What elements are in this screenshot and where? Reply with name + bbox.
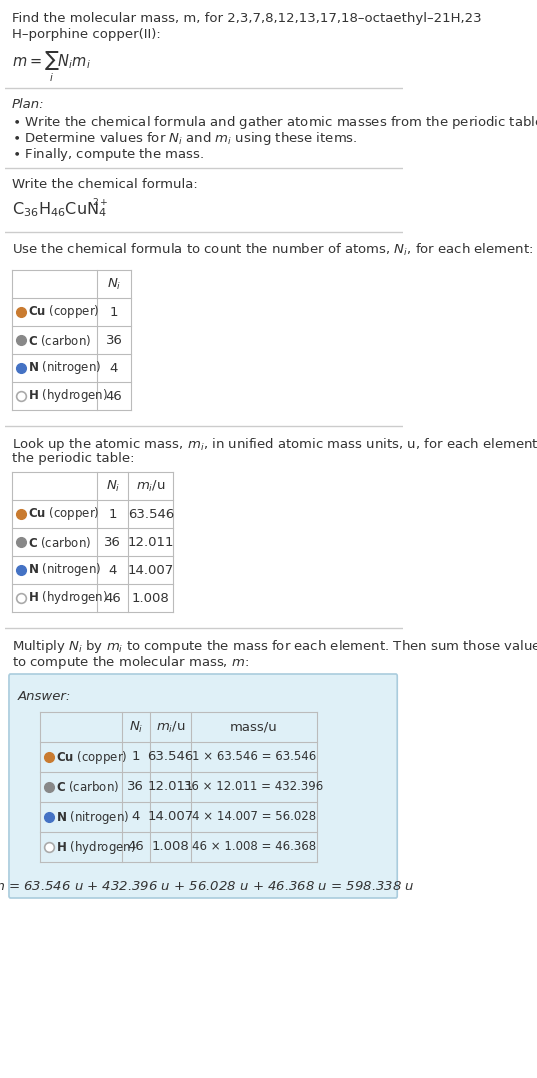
Text: H–porphine copper(II):: H–porphine copper(II): xyxy=(12,28,161,41)
Text: 1: 1 xyxy=(108,508,117,521)
Text: 1.008: 1.008 xyxy=(132,592,170,605)
Text: $\mathregular{C_{36}H_{46}CuN_4}$: $\mathregular{C_{36}H_{46}CuN_4}$ xyxy=(12,201,107,219)
Text: $\mathbf{C}$ (carbon): $\mathbf{C}$ (carbon) xyxy=(56,779,120,794)
Text: 14.007: 14.007 xyxy=(147,811,193,824)
Text: $\mathbf{Cu}$ (copper): $\mathbf{Cu}$ (copper) xyxy=(28,506,100,523)
Text: Write the chemical formula:: Write the chemical formula: xyxy=(12,178,198,191)
Text: $\bullet$ Determine values for $N_i$ and $m_i$ using these items.: $\bullet$ Determine values for $N_i$ and… xyxy=(12,130,358,147)
Text: 4: 4 xyxy=(110,361,118,374)
Text: $\bullet$ Finally, compute the mass.: $\bullet$ Finally, compute the mass. xyxy=(12,146,204,163)
Text: 36 × 12.011 = 432.396: 36 × 12.011 = 432.396 xyxy=(184,780,324,793)
Text: Look up the atomic mass, $m_i$, in unified atomic mass units, u, for each elemen: Look up the atomic mass, $m_i$, in unifi… xyxy=(12,436,537,453)
Text: 46: 46 xyxy=(106,389,122,402)
Text: to compute the molecular mass, $m$:: to compute the molecular mass, $m$: xyxy=(12,654,249,671)
Text: 1: 1 xyxy=(132,750,140,763)
Text: 36: 36 xyxy=(106,333,122,346)
Text: $\mathregular{^{2+}}$: $\mathregular{^{2+}}$ xyxy=(92,198,108,211)
Text: $\mathbf{C}$ (carbon): $\mathbf{C}$ (carbon) xyxy=(28,332,91,347)
Text: mass/u: mass/u xyxy=(230,720,278,733)
Text: $\bullet$ Write the chemical formula and gather atomic masses from the periodic : $\bullet$ Write the chemical formula and… xyxy=(12,114,537,132)
Text: 4: 4 xyxy=(132,811,140,824)
Text: $\mathbf{N}$ (nitrogen): $\mathbf{N}$ (nitrogen) xyxy=(56,808,130,826)
Text: 12.011: 12.011 xyxy=(127,536,174,549)
FancyBboxPatch shape xyxy=(9,674,397,898)
Text: 4 × 14.007 = 56.028: 4 × 14.007 = 56.028 xyxy=(192,811,316,824)
Text: 1.008: 1.008 xyxy=(151,841,190,854)
Text: $\mathbf{H}$ (hydrogen): $\mathbf{H}$ (hydrogen) xyxy=(56,839,136,856)
Text: 12.011: 12.011 xyxy=(147,780,194,793)
Text: $m = \sum_i N_i m_i$: $m = \sum_i N_i m_i$ xyxy=(12,50,91,84)
Text: 63.546: 63.546 xyxy=(147,750,193,763)
Text: $m_i$/u: $m_i$/u xyxy=(136,479,165,494)
Text: $N_i$: $N_i$ xyxy=(106,479,120,494)
Text: 36: 36 xyxy=(105,536,121,549)
Text: Find the molecular mass, m, for 2,3,7,8,12,13,17,18–octaethyl–21H,23: Find the molecular mass, m, for 2,3,7,8,… xyxy=(12,12,482,25)
Text: $\mathbf{N}$ (nitrogen): $\mathbf{N}$ (nitrogen) xyxy=(28,359,101,376)
Text: 14.007: 14.007 xyxy=(128,564,174,577)
Text: 63.546: 63.546 xyxy=(128,508,174,521)
Text: 36: 36 xyxy=(127,780,144,793)
Text: $\mathbf{C}$ (carbon): $\mathbf{C}$ (carbon) xyxy=(28,535,91,550)
Text: 46: 46 xyxy=(128,841,144,854)
Text: 46: 46 xyxy=(105,592,121,605)
Text: Multiply $N_i$ by $m_i$ to compute the mass for each element. Then sum those val: Multiply $N_i$ by $m_i$ to compute the m… xyxy=(12,638,537,655)
Text: 46 × 1.008 = 46.368: 46 × 1.008 = 46.368 xyxy=(192,841,316,854)
Text: Use the chemical formula to count the number of atoms, $N_i$, for each element:: Use the chemical formula to count the nu… xyxy=(12,241,533,258)
Text: $\mathbf{Cu}$ (copper): $\mathbf{Cu}$ (copper) xyxy=(56,748,128,765)
Text: the periodic table:: the periodic table: xyxy=(12,452,134,465)
Text: $N_i$: $N_i$ xyxy=(129,719,143,734)
Text: $\mathbf{H}$ (hydrogen): $\mathbf{H}$ (hydrogen) xyxy=(28,590,108,607)
Text: 1 × 63.546 = 63.546: 1 × 63.546 = 63.546 xyxy=(192,750,316,763)
Text: Answer:: Answer: xyxy=(18,690,71,703)
Text: $N_i$: $N_i$ xyxy=(107,276,121,291)
Text: 4: 4 xyxy=(108,564,117,577)
Text: Plan:: Plan: xyxy=(12,98,45,111)
Text: $m_i$/u: $m_i$/u xyxy=(156,719,185,734)
Text: $\mathbf{H}$ (hydrogen): $\mathbf{H}$ (hydrogen) xyxy=(28,387,108,404)
Text: 1: 1 xyxy=(110,305,118,318)
Text: $\mathit{m}$ = 63.546 u + 432.396 u + 56.028 u + 46.368 u = 598.338 u: $\mathit{m}$ = 63.546 u + 432.396 u + 56… xyxy=(0,880,415,893)
Text: $\mathbf{N}$ (nitrogen): $\mathbf{N}$ (nitrogen) xyxy=(28,562,101,579)
Text: $\mathbf{Cu}$ (copper): $\mathbf{Cu}$ (copper) xyxy=(28,304,100,320)
